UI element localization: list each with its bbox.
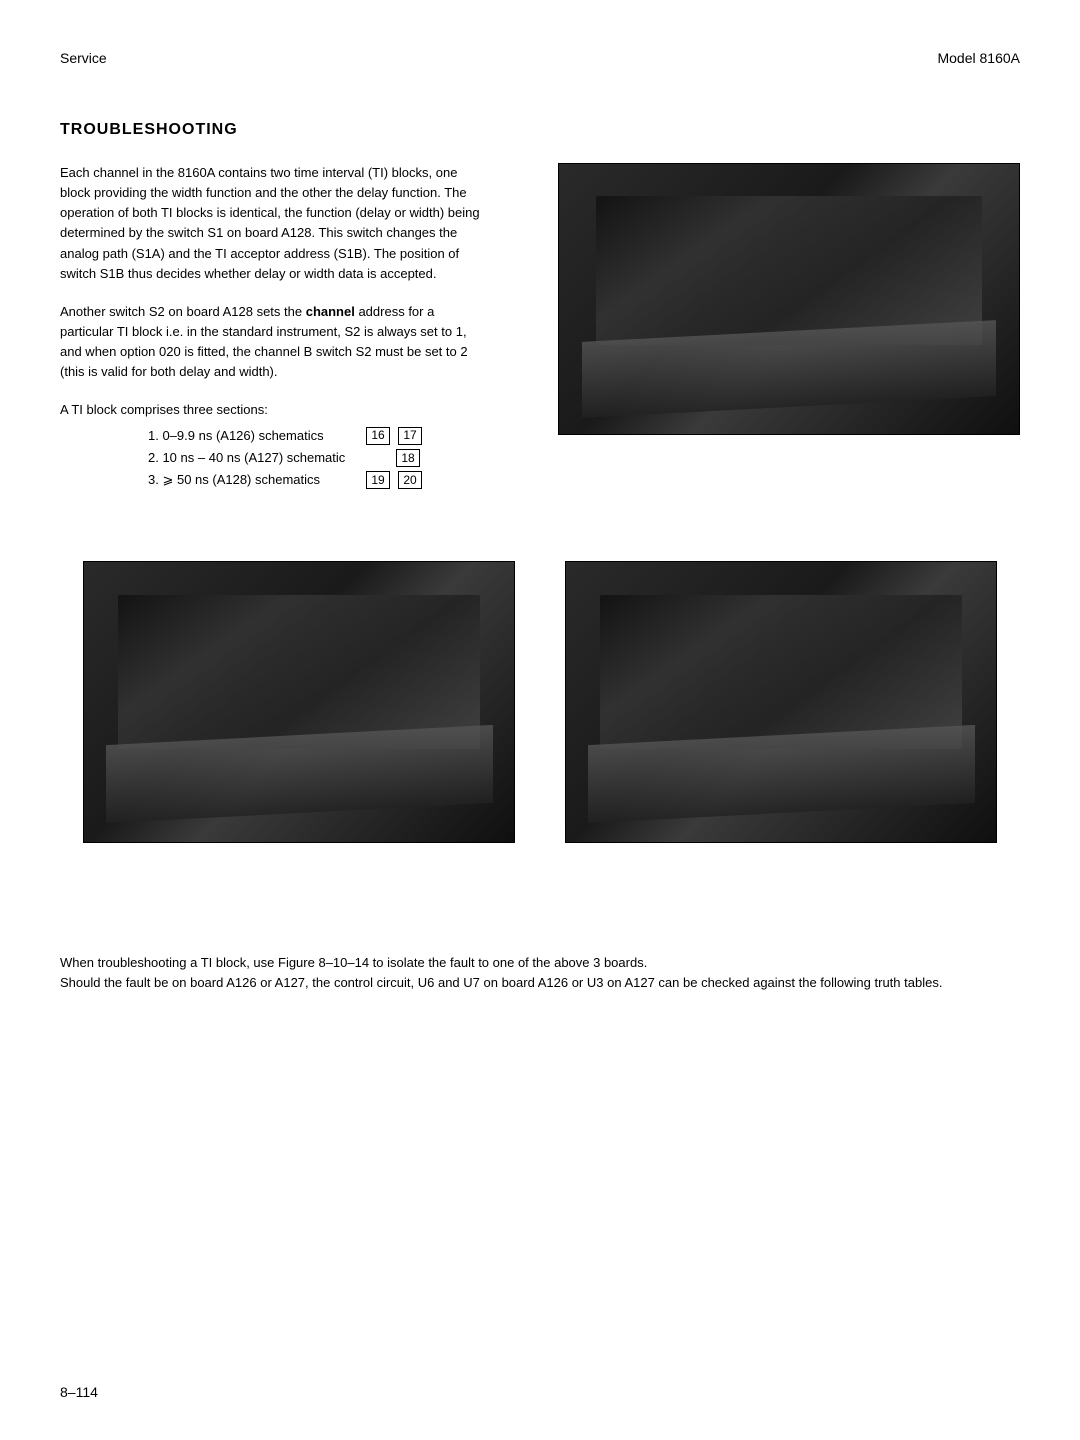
header-right: Model 8160A — [937, 50, 1020, 66]
list-item-2-text: 2. 10 ns – 40 ns (A127) schematic — [148, 447, 388, 469]
schematic-ref-16: 16 — [366, 427, 390, 445]
board-photo-left — [83, 561, 515, 843]
top-photo-column — [520, 163, 1020, 491]
schematic-ref-18: 18 — [396, 449, 420, 467]
list-item-1: 1. 0–9.9 ns (A126) schematics 16 17 — [60, 425, 490, 447]
section-title: TROUBLESHOOTING — [60, 121, 1020, 139]
page-number: 8–114 — [60, 1384, 98, 1400]
page: Service Model 8160A TROUBLESHOOTING Each… — [0, 0, 1080, 1440]
photo-row — [60, 561, 1020, 843]
bottom-paragraph-2: Should the fault be on board A126 or A12… — [60, 973, 1020, 993]
paragraph-1: Each channel in the 8160A contains two t… — [60, 163, 490, 284]
para2-prefix: Another switch S2 on board A128 sets the — [60, 304, 306, 319]
list-item-3: 3. ⩾ 50 ns (A128) schematics 19 20 — [60, 469, 490, 491]
schematic-ref-17: 17 — [398, 427, 422, 445]
text-column: Each channel in the 8160A contains two t… — [60, 163, 490, 491]
intro-row: Each channel in the 8160A contains two t… — [60, 163, 1020, 491]
para2-bold: channel — [306, 304, 355, 319]
list-item-3-text: 3. ⩾ 50 ns (A128) schematics — [148, 469, 358, 491]
list-item-2: 2. 10 ns – 40 ns (A127) schematic 18 — [60, 447, 490, 469]
header-left: Service — [60, 50, 107, 66]
schematic-ref-19: 19 — [366, 471, 390, 489]
bottom-paragraph-1: When troubleshooting a TI block, use Fig… — [60, 953, 1020, 973]
board-photo-right — [565, 561, 997, 843]
list-item-1-text: 1. 0–9.9 ns (A126) schematics — [148, 425, 358, 447]
paragraph-2: Another switch S2 on board A128 sets the… — [60, 302, 490, 383]
sections-list: 1. 0–9.9 ns (A126) schematics 16 17 2. 1… — [60, 425, 490, 491]
board-photo-top — [558, 163, 1020, 435]
page-header: Service Model 8160A — [60, 50, 1020, 66]
paragraph-3: A TI block comprises three sections: — [60, 400, 490, 420]
schematic-ref-20: 20 — [398, 471, 422, 489]
bottom-paragraphs: When troubleshooting a TI block, use Fig… — [60, 953, 1020, 993]
